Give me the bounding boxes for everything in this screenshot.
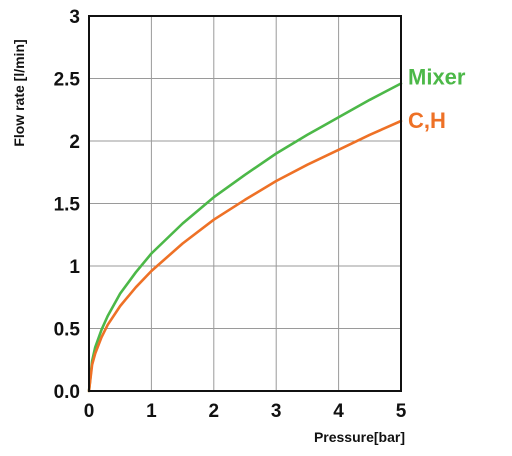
series-label-mixer: Mixer: [408, 65, 466, 90]
y-tick-label: 3: [69, 7, 80, 28]
x-tick-label: 0: [84, 401, 95, 422]
x-tick-label: 2: [209, 401, 220, 422]
series-line-c-h: [87, 119, 403, 393]
plot-frame: [88, 15, 402, 392]
x-axis-label: Pressure[bar]: [314, 429, 405, 445]
series-line-mixer: [87, 82, 403, 393]
y-tick-label: 0.0: [54, 382, 80, 403]
grid-lines: [88, 15, 402, 392]
series-label-c-h: C,H: [408, 108, 446, 133]
x-tick-label: 1: [146, 401, 157, 422]
y-axis-label: Flow rate [l/min]: [11, 39, 27, 146]
x-tick-label: 5: [396, 401, 407, 422]
series-labels: Mixer C,H: [408, 65, 466, 134]
y-axis-ticks: 0.0 0.5 1 1.5 2 2.5 3: [54, 7, 81, 403]
y-tick-label: 1: [69, 257, 80, 278]
x-tick-label: 3: [271, 401, 282, 422]
series-lines: [87, 82, 403, 393]
y-tick-label: 2: [69, 132, 80, 153]
x-axis-ticks: 0 1 2 3 4 5: [84, 401, 407, 422]
y-tick-label: 1.5: [54, 195, 81, 216]
x-tick-label: 4: [333, 401, 344, 422]
y-tick-label: 0.5: [54, 320, 81, 341]
y-tick-label: 2.5: [54, 70, 81, 91]
